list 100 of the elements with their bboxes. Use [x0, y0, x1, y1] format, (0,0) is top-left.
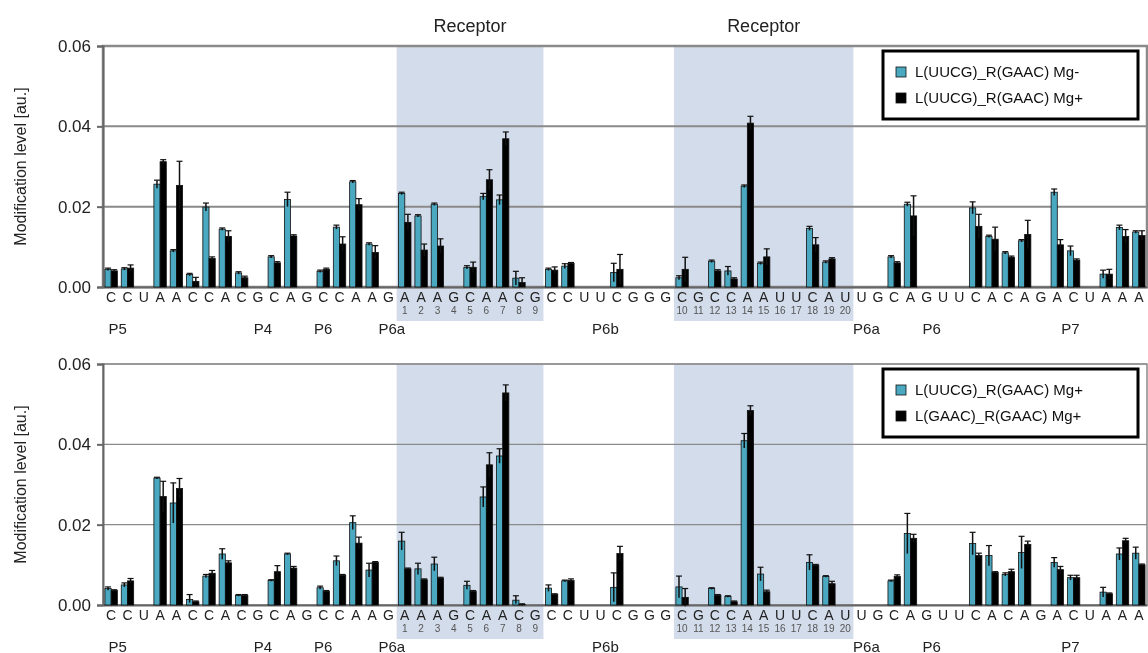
x-tick-label: A 2	[416, 289, 427, 316]
x-tick-label: C	[106, 289, 117, 305]
x-tick-label: C	[236, 289, 247, 305]
x-tick-label: G	[627, 289, 639, 305]
x-tick-label: U	[1084, 607, 1095, 623]
x-tick-label: U	[579, 289, 590, 305]
x-tick-label: G	[921, 289, 933, 305]
x-tick-label: U 20	[839, 607, 852, 634]
x-tick-label: C 5	[464, 607, 476, 634]
x-tick-label: A	[220, 289, 231, 305]
x-tick-label: U	[595, 289, 606, 305]
x-tick-label: C	[269, 289, 280, 305]
x-tick-label: A	[285, 607, 296, 623]
legend-label: L(UUCG)_R(GAAC) Mg+	[915, 89, 1084, 106]
x-tick-label: U	[954, 289, 965, 305]
x-tick-label: C	[187, 289, 198, 305]
x-tick-label: C 5	[464, 289, 476, 316]
x-tick-label: U	[138, 289, 149, 305]
x-tick-label: A	[1101, 289, 1112, 305]
x-tick-label: A	[1101, 607, 1112, 623]
x-tick-label: G	[921, 607, 933, 623]
text: P6	[314, 638, 333, 653]
x-tick-label: C	[1003, 607, 1014, 623]
x-tick-label: A 6	[481, 607, 492, 634]
x-tick-label: A 3	[432, 607, 443, 634]
x-tick-label: A	[1134, 289, 1145, 305]
legend-label: L(UUCG)_R(GAAC) Mg+	[915, 381, 1084, 398]
x-tick-label: G	[383, 607, 394, 623]
x-tick-label: C	[970, 289, 981, 305]
x-tick-label: C	[611, 607, 622, 623]
x-tick-label: G	[252, 289, 264, 305]
x-tick-label: C	[562, 607, 573, 623]
y-tick-label: 0.02	[57, 197, 91, 217]
y-tick-label: 0.02	[57, 515, 91, 535]
x-tick-label: A	[987, 607, 998, 623]
legend-label: L(GAAC)_R(GAAC) Mg+	[915, 407, 1082, 424]
x-tick-label: G	[644, 289, 655, 305]
text: P6	[922, 320, 941, 337]
y-tick-label: 0.00	[57, 277, 91, 297]
y-tick-label: 0.04	[57, 117, 91, 137]
x-tick-label: C 18	[807, 289, 819, 316]
x-tick-label: G	[1035, 607, 1047, 623]
y-tick-label: 0.00	[57, 595, 91, 615]
text: P6b	[592, 320, 619, 337]
x-tick-label: C	[318, 607, 329, 623]
x-tick-label: G 4	[448, 607, 460, 634]
x-tick-label: U 17	[790, 289, 803, 316]
x-tick-label: G	[644, 607, 655, 623]
x-tick-label: U	[954, 607, 965, 623]
x-tick-label: A 14	[741, 607, 754, 634]
text: P6	[314, 320, 333, 337]
x-tick-label: C	[1003, 289, 1014, 305]
text: P4	[253, 320, 273, 337]
x-tick-label: U 17	[790, 607, 803, 634]
x-tick-label: A	[1117, 289, 1128, 305]
x-tick-label: A	[1019, 289, 1030, 305]
x-tick-label: C 18	[807, 607, 819, 634]
x-tick-label: G	[872, 607, 884, 623]
x-tick-label: A 14	[741, 289, 754, 316]
y-tick-label: 0.06	[57, 36, 91, 56]
x-tick-label: U	[595, 607, 606, 623]
x-tick-label: A	[1052, 289, 1063, 305]
x-tick-label: C 8	[513, 607, 525, 634]
x-tick-label: C	[970, 607, 981, 623]
x-tick-label: C	[1068, 289, 1079, 305]
x-tick-label: A 15	[758, 607, 770, 634]
text: P6	[922, 638, 941, 653]
x-tick-label: C	[334, 607, 345, 623]
band-label: Receptor	[727, 16, 801, 36]
band-label: Receptor	[433, 16, 507, 36]
x-tick-label: C	[334, 289, 345, 305]
x-tick-label: U	[938, 607, 949, 623]
x-tick-label: A	[987, 289, 998, 305]
x-tick-label: C	[611, 289, 622, 305]
x-tick-label: G	[660, 607, 672, 623]
x-tick-label: A	[351, 607, 362, 623]
text: P6a	[378, 320, 406, 337]
x-tick-label: C	[1068, 607, 1079, 623]
x-tick-label: A	[1052, 607, 1063, 623]
x-tick-label: C	[236, 607, 247, 623]
x-tick-label: C	[203, 289, 215, 305]
x-tick-label: C 13	[725, 607, 738, 634]
x-tick-label: A	[155, 607, 166, 623]
x-tick-label: A	[1117, 607, 1128, 623]
x-tick-label: A	[367, 607, 378, 623]
y-tick-label: 0.04	[57, 435, 91, 455]
text: P7	[1061, 638, 1080, 653]
text: P6a	[853, 638, 881, 653]
x-tick-label: C 12	[709, 607, 721, 634]
x-tick-label: U 16	[774, 607, 786, 634]
x-tick-label: C	[546, 289, 557, 305]
text: P5	[108, 320, 127, 337]
x-tick-label: G	[301, 289, 313, 305]
x-tick-label: A 19	[823, 289, 835, 316]
x-tick-label: C	[889, 289, 900, 305]
x-tick-label: A 2	[416, 607, 427, 634]
x-tick-label: A	[171, 289, 182, 305]
x-tick-label: G	[627, 607, 639, 623]
x-tick-label: C	[122, 289, 133, 305]
text: P6a	[378, 638, 406, 653]
